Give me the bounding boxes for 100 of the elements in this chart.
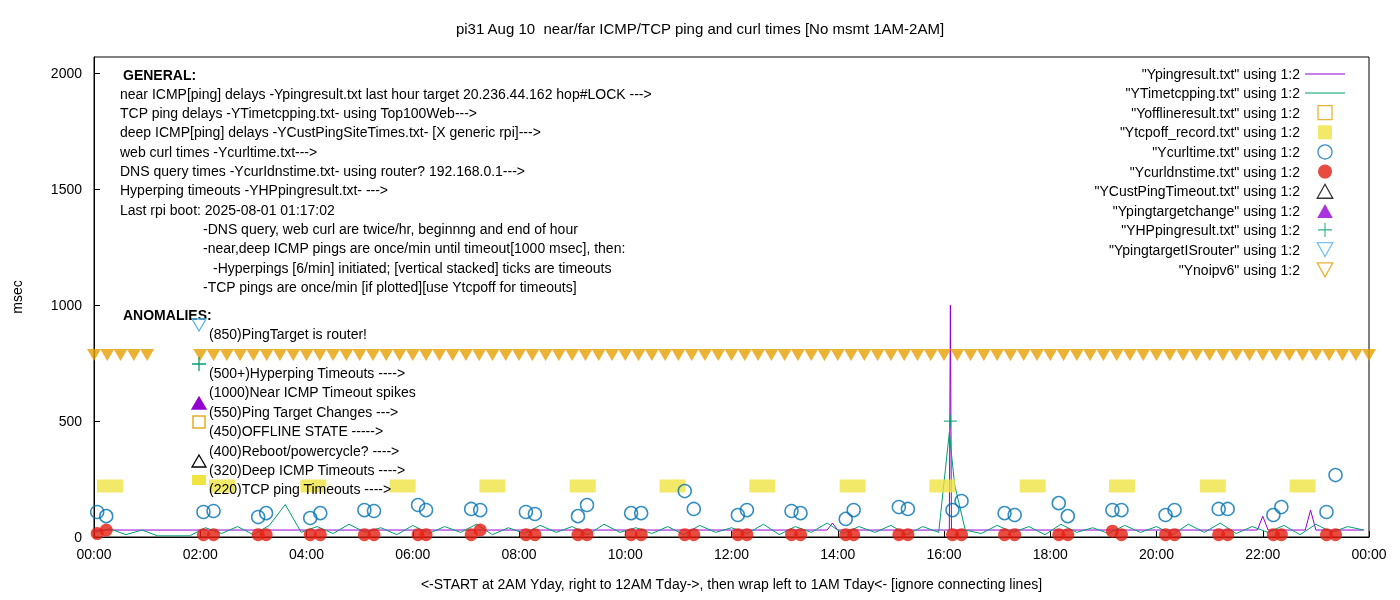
point	[633, 505, 649, 521]
point	[463, 501, 479, 517]
x-tick-label: 16:00	[926, 546, 962, 562]
point	[518, 504, 534, 520]
point	[570, 508, 586, 524]
annotation: -TCP pings are once/min [if plotted][use Ytcpoff for timeouts]	[203, 279, 577, 295]
legend-label: "Ypingtargetchange" using 1:2	[1112, 202, 1301, 219]
point	[206, 503, 221, 519]
y-tick-label: 2000	[50, 65, 83, 82]
point	[366, 503, 382, 519]
legend-label: "YTimetcpping.txt" using 1:2	[1125, 85, 1301, 101]
legend-label: "YpingtargetISrouter" using 1:2	[1108, 241, 1301, 258]
legend-label: "YHPpingresult.txt" using 1:2	[1121, 221, 1301, 238]
annotation: ANOMALIES:	[123, 307, 212, 323]
chart-title: pi31 Aug 10 near/far ICMP/TCP ping and curl times [No msmt 1AM-2AM]	[455, 20, 945, 37]
point	[99, 523, 113, 537]
x-axis-title: <-START at 2AM Yday, right to 12AM Tday->, then wrap left to 1AM Tday<- [ignore connecting lines]	[420, 576, 1043, 592]
point	[1221, 528, 1235, 542]
point	[1266, 507, 1281, 523]
point	[1158, 507, 1173, 523]
y-tick-label: 0	[74, 529, 83, 545]
point	[1167, 502, 1182, 518]
point	[472, 502, 488, 518]
annotation: TCP ping delays -YTimetcpping.txt- using Top100Web--->	[120, 105, 478, 121]
annotation: (220)TCP ping Timeouts ---->	[209, 481, 392, 497]
point	[1274, 499, 1289, 515]
point	[367, 528, 381, 542]
point	[1061, 528, 1075, 542]
point	[1329, 528, 1343, 542]
point	[793, 505, 808, 521]
point	[1319, 504, 1334, 520]
point	[955, 528, 969, 542]
annotation: (400)Reboot/powercycle? ---->	[209, 443, 400, 459]
point	[838, 511, 853, 527]
annotation: -DNS query, web curl are twice/hr, beginnng and end of hour	[203, 221, 578, 237]
point	[846, 502, 861, 518]
point	[847, 528, 861, 542]
point	[89, 504, 105, 520]
point	[1114, 502, 1129, 518]
point	[302, 510, 318, 526]
x-tick-label: 06:00	[395, 546, 431, 562]
point	[687, 528, 701, 542]
point	[528, 528, 542, 542]
point	[634, 528, 648, 542]
point	[794, 528, 808, 542]
point	[580, 528, 594, 542]
legend-label: "Yofflineresult.txt" using 1:2	[1131, 104, 1301, 121]
annotation: (320)Deep ICMP Timeouts ---->	[209, 462, 406, 478]
x-tick-label: 14:00	[820, 546, 856, 562]
legend-label: "Ycurldnstime.txt" using 1:2	[1129, 163, 1301, 180]
point	[1051, 495, 1066, 511]
x-tick-label: 22:00	[1245, 546, 1281, 562]
x-tick-label: 18:00	[1032, 546, 1068, 562]
point	[207, 528, 221, 542]
point	[473, 523, 487, 537]
y-tick-label: 1000	[50, 297, 83, 314]
point	[954, 493, 969, 509]
point	[997, 505, 1012, 521]
y-tick-label: 1500	[50, 181, 83, 198]
point	[891, 499, 907, 515]
point	[98, 508, 114, 524]
point	[250, 509, 266, 525]
point	[623, 505, 639, 521]
point	[1007, 507, 1022, 523]
point	[945, 502, 960, 518]
point	[1220, 501, 1235, 517]
point	[901, 528, 915, 542]
point	[357, 502, 372, 518]
legend-label: "YCustPingTimeout.txt" using 1:2	[1094, 183, 1301, 200]
point	[1060, 508, 1076, 524]
point	[313, 528, 327, 542]
x-tick-label: 12:00	[713, 546, 750, 562]
point	[313, 505, 328, 521]
point	[943, 413, 958, 429]
point	[686, 501, 702, 517]
point	[784, 503, 799, 519]
point	[419, 528, 433, 542]
annotation: (500+)Hyperping Timeouts ---->	[209, 365, 406, 381]
x-tick-label: 00:00	[1351, 546, 1387, 562]
x-tick-label: 00:00	[76, 546, 112, 562]
x-tick-label: 20:00	[1138, 546, 1175, 562]
legend-label: "Ypingresult.txt" using 1:2	[1141, 66, 1301, 82]
point	[1168, 528, 1182, 542]
annotation: near ICMP[ping] delays -Ypingresult.txt last hour target 20.236.44.162 hop#LOCK --->	[120, 86, 652, 102]
point	[730, 507, 746, 523]
annotation: web curl times -Ycurltime.txt--->	[120, 144, 318, 160]
x-tick-label: 02:00	[182, 546, 218, 562]
annotation: (1000)Near ICMP Timeout spikes	[209, 384, 416, 400]
point	[418, 502, 434, 518]
point	[677, 483, 692, 499]
y-tick-label: 500	[58, 413, 83, 430]
annotation: -near,deep ICMP pings are once/min until timeout[1000 msec], then:	[203, 240, 626, 256]
point	[740, 528, 754, 542]
point	[1105, 502, 1120, 518]
x-tick-label: 04:00	[288, 546, 325, 562]
annotation: Hyperping timeouts -YHPpingresult.txt- --->	[120, 182, 389, 198]
point	[196, 504, 211, 520]
x-tick-label: 10:00	[607, 546, 643, 562]
annotation: (850)PingTarget is router!	[209, 326, 367, 342]
point	[1114, 528, 1128, 542]
